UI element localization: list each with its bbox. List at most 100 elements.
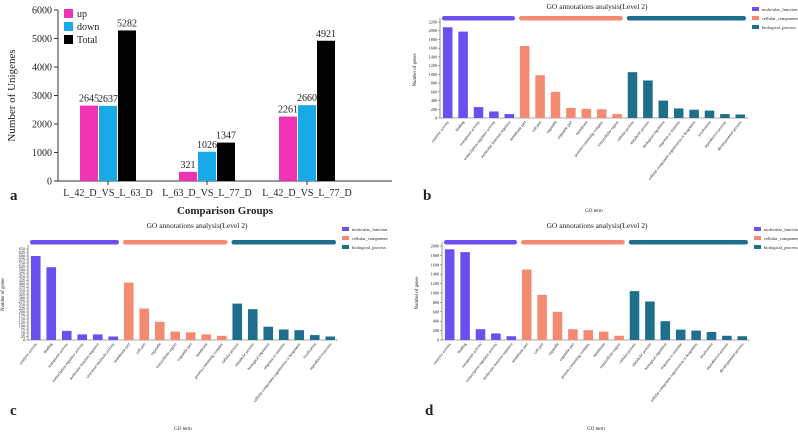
bar (720, 114, 730, 118)
x-tick-label: L_42_D_VS_L_63_D (63, 188, 152, 199)
legend-label: cellular_component (764, 236, 798, 241)
y-tick-label: 550 (19, 261, 25, 266)
bar (444, 249, 455, 340)
bar (263, 326, 274, 340)
chart-title: GO annotations analysis(Level 2) (546, 221, 648, 230)
bar (612, 114, 622, 118)
x-tick-label: membrane part (112, 341, 131, 364)
bar-total (317, 40, 335, 182)
bar (568, 329, 578, 340)
panel-c-chart: GO annotations analysis(Level 2) molecula… (1, 221, 388, 432)
bar (583, 330, 594, 340)
legend-swatch (752, 16, 759, 20)
y-tick-label: 4000 (32, 63, 52, 74)
x-tick-label: localization (302, 342, 317, 360)
bar-total (217, 142, 235, 181)
bar-total (118, 30, 136, 182)
panel-d-chart: GO annotations analysis(Level 2) molecula… (415, 221, 798, 432)
bar-value-label: 2261 (278, 105, 298, 116)
panel-b-chart: GO annotations analysis(Level 2) molecula… (413, 2, 798, 214)
group-band (626, 16, 746, 21)
bar (675, 329, 686, 340)
bar (566, 107, 576, 118)
legend-swatch (754, 236, 761, 240)
y-tick-label: 125 (19, 320, 25, 325)
chart-title: GO annotations analysis(Level 2) (146, 221, 248, 230)
y-tick-label: 200 (431, 107, 437, 112)
y-axis-title: Number of genes (413, 53, 418, 86)
bar (521, 269, 532, 340)
legend-swatch (64, 22, 73, 31)
y-tick-label: 1600 (429, 46, 437, 51)
x-tick-label: catalytic activity (432, 342, 452, 366)
x-tick-label: binding (456, 342, 467, 355)
legend-label: biological_process (352, 245, 386, 250)
y-tick-label: 0 (23, 338, 25, 343)
bar (278, 329, 289, 340)
y-tick-label: 200 (433, 328, 439, 333)
bar (722, 335, 732, 340)
legend-label: molecular_function (762, 7, 798, 12)
bar-down (298, 105, 316, 181)
legend-label: biological_process (764, 245, 798, 250)
x-tick-label: L_42_D_VS_L_77_D (262, 188, 351, 199)
x-tick-label: membrane (592, 341, 606, 358)
legend-swatch (342, 236, 349, 240)
bar (232, 303, 243, 340)
y-tick-label: 625 (19, 250, 25, 255)
bar-value-label: 2660 (297, 93, 317, 104)
x-tick-label: organelle (547, 341, 560, 356)
y-tick-label: 650 (19, 247, 25, 252)
x-tick-label: binding (454, 120, 465, 133)
bar (247, 309, 258, 340)
group-band (123, 240, 228, 245)
bar (154, 321, 165, 340)
bar (658, 100, 669, 118)
y-tick-label: 475 (19, 271, 25, 276)
legend-swatch (754, 227, 761, 231)
bar (475, 329, 486, 340)
bar (123, 282, 134, 340)
y-tick-label: 250 (19, 303, 25, 308)
y-tick-label: 75 (21, 327, 25, 332)
bar (596, 109, 607, 118)
y-tick-label: 525 (19, 264, 25, 269)
y-tick-label: 575 (19, 257, 25, 262)
bar (519, 46, 530, 118)
bar (737, 336, 748, 340)
y-tick-label: 100 (19, 324, 25, 329)
bar (689, 109, 699, 118)
legend-swatch (342, 245, 349, 249)
y-tick-label: 2200 (429, 20, 437, 25)
y-tick-label: 600 (433, 309, 439, 314)
bar-up (179, 171, 197, 181)
bar (473, 107, 484, 118)
legend-swatch (752, 25, 759, 29)
bar-value-label: 1026 (197, 140, 217, 151)
x-tick-label: organelle (149, 341, 162, 356)
x-tick-label: binding (42, 342, 53, 355)
y-tick-label: 350 (19, 289, 25, 294)
y-tick-label: 50 (21, 331, 25, 336)
bar (170, 331, 181, 340)
x-tick-label: cell part (135, 341, 147, 355)
y-tick-label: 0 (435, 116, 437, 121)
chart-title: GO annotations analysis(Level 2) (546, 2, 648, 11)
x-tick-label: cell part (530, 119, 542, 133)
bar-down (99, 105, 117, 181)
bar (627, 72, 638, 118)
bar (550, 91, 561, 118)
bar (489, 111, 499, 118)
legend-label: cellular_component (762, 16, 798, 21)
legend-label: molecular_function (352, 227, 388, 232)
bar (691, 330, 701, 340)
y-tick-label: 2000 (431, 244, 439, 249)
group-band (30, 240, 119, 245)
y-tick-label: 450 (19, 275, 25, 280)
y-tick-label: 800 (431, 81, 437, 86)
y-tick-label: 1400 (431, 272, 439, 277)
group-band (231, 240, 336, 245)
bar (294, 330, 305, 340)
bar (706, 332, 717, 340)
